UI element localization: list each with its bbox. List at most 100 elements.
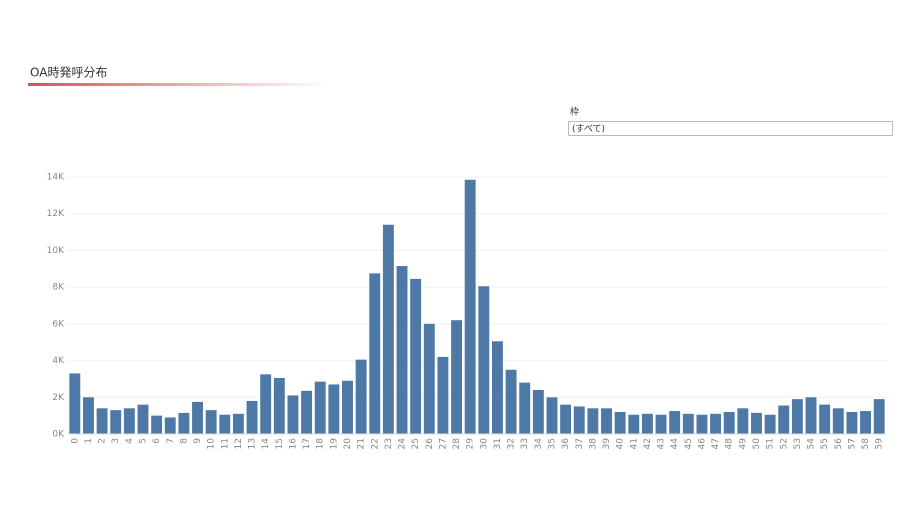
x-tick-label: 15 [275, 438, 285, 449]
bar [192, 401, 203, 434]
bar [314, 381, 326, 434]
y-tick-label: 0K [52, 430, 65, 440]
x-tick-label: 18 [316, 438, 326, 450]
bar [82, 397, 94, 434]
x-tick-label: 14 [261, 438, 271, 450]
x-tick-label: 32 [507, 438, 517, 449]
y-tick-label: 2K [52, 393, 65, 403]
bar [437, 356, 449, 434]
x-tick-label: 28 [452, 438, 462, 450]
x-tick-label: 16 [288, 438, 298, 450]
bar [532, 389, 544, 434]
bar [696, 414, 708, 434]
x-tick-label: 4 [125, 438, 135, 444]
bar [778, 405, 790, 434]
chart-title: OA時発呼分布 [30, 66, 107, 80]
bar [205, 410, 217, 434]
x-tick-label: 13 [248, 438, 258, 449]
filter-dropdown[interactable] [568, 121, 893, 136]
x-tick-label: 55 [820, 438, 830, 449]
bar [478, 286, 490, 434]
bar [546, 397, 558, 434]
bar [273, 378, 285, 434]
x-tick-label: 26 [425, 438, 435, 450]
x-tick-label: 58 [861, 438, 871, 450]
bar [328, 384, 340, 434]
bar [873, 399, 885, 434]
x-tick-label: 40 [616, 438, 626, 450]
bar [587, 408, 599, 434]
bar [369, 273, 381, 434]
x-tick-label: 59 [875, 438, 885, 450]
x-tick-label: 2 [98, 438, 108, 444]
x-tick-label: 22 [370, 438, 380, 449]
bar [819, 404, 831, 434]
x-tick-label: 19 [329, 438, 339, 450]
x-tick-label: 49 [738, 438, 748, 450]
x-tick-label: 12 [234, 438, 244, 449]
x-tick-label: 54 [807, 438, 817, 450]
filter-label: 枠 [570, 106, 579, 118]
bar [301, 390, 313, 434]
x-tick-label: 34 [534, 438, 544, 450]
x-tick-label: 35 [547, 438, 557, 449]
bar [832, 408, 844, 434]
x-tick-label: 51 [766, 438, 776, 449]
bar [846, 411, 858, 434]
bar [723, 411, 735, 434]
y-tick-label: 12K [47, 209, 65, 219]
x-tick-label: 0 [70, 438, 80, 444]
x-tick-label: 31 [493, 438, 503, 449]
bar [764, 414, 776, 434]
x-tick-label: 11 [220, 438, 230, 449]
x-tick-label: 47 [711, 438, 721, 449]
bar [396, 266, 408, 434]
x-tick-label: 41 [629, 438, 639, 449]
bar [178, 412, 190, 434]
bar [246, 400, 258, 434]
filter-value[interactable]: (すべて) [572, 124, 605, 135]
bar [682, 413, 694, 434]
bar [355, 359, 367, 434]
x-tick-label: 50 [752, 438, 762, 450]
bar [123, 408, 135, 434]
x-tick-label: 30 [479, 438, 489, 450]
bar [601, 408, 612, 434]
bar [710, 413, 722, 434]
bar [342, 380, 353, 434]
bar [669, 411, 681, 434]
bar [573, 406, 585, 434]
x-tick-label: 3 [111, 438, 121, 444]
bar [137, 404, 149, 434]
bar [260, 374, 272, 434]
x-tick-label: 5 [138, 438, 148, 444]
bar [451, 320, 463, 434]
bar [96, 408, 108, 434]
bar [641, 413, 653, 434]
bar [110, 410, 122, 434]
x-tick-label: 36 [561, 438, 571, 450]
bar [69, 373, 81, 434]
bar [791, 399, 803, 434]
bar [628, 414, 640, 434]
x-tick-label: 9 [193, 438, 203, 444]
bar [287, 395, 299, 434]
x-tick-label: 21 [357, 438, 367, 449]
bar [219, 414, 231, 434]
x-tick-label: 1 [84, 438, 94, 444]
y-tick-label: 4K [52, 356, 65, 366]
x-tick-label: 25 [411, 438, 421, 449]
x-tick-label: 24 [398, 438, 408, 450]
y-tick-label: 14K [47, 173, 65, 183]
bar [519, 382, 531, 434]
x-tick-label: 23 [384, 438, 394, 449]
bar [860, 411, 872, 434]
bar [491, 341, 503, 434]
x-tick-label: 8 [179, 438, 189, 444]
bar [151, 415, 163, 434]
bar [505, 369, 517, 434]
bar [751, 412, 762, 434]
bar [232, 413, 244, 434]
x-tick-label: 6 [152, 438, 162, 444]
x-tick-label: 38 [588, 438, 598, 450]
